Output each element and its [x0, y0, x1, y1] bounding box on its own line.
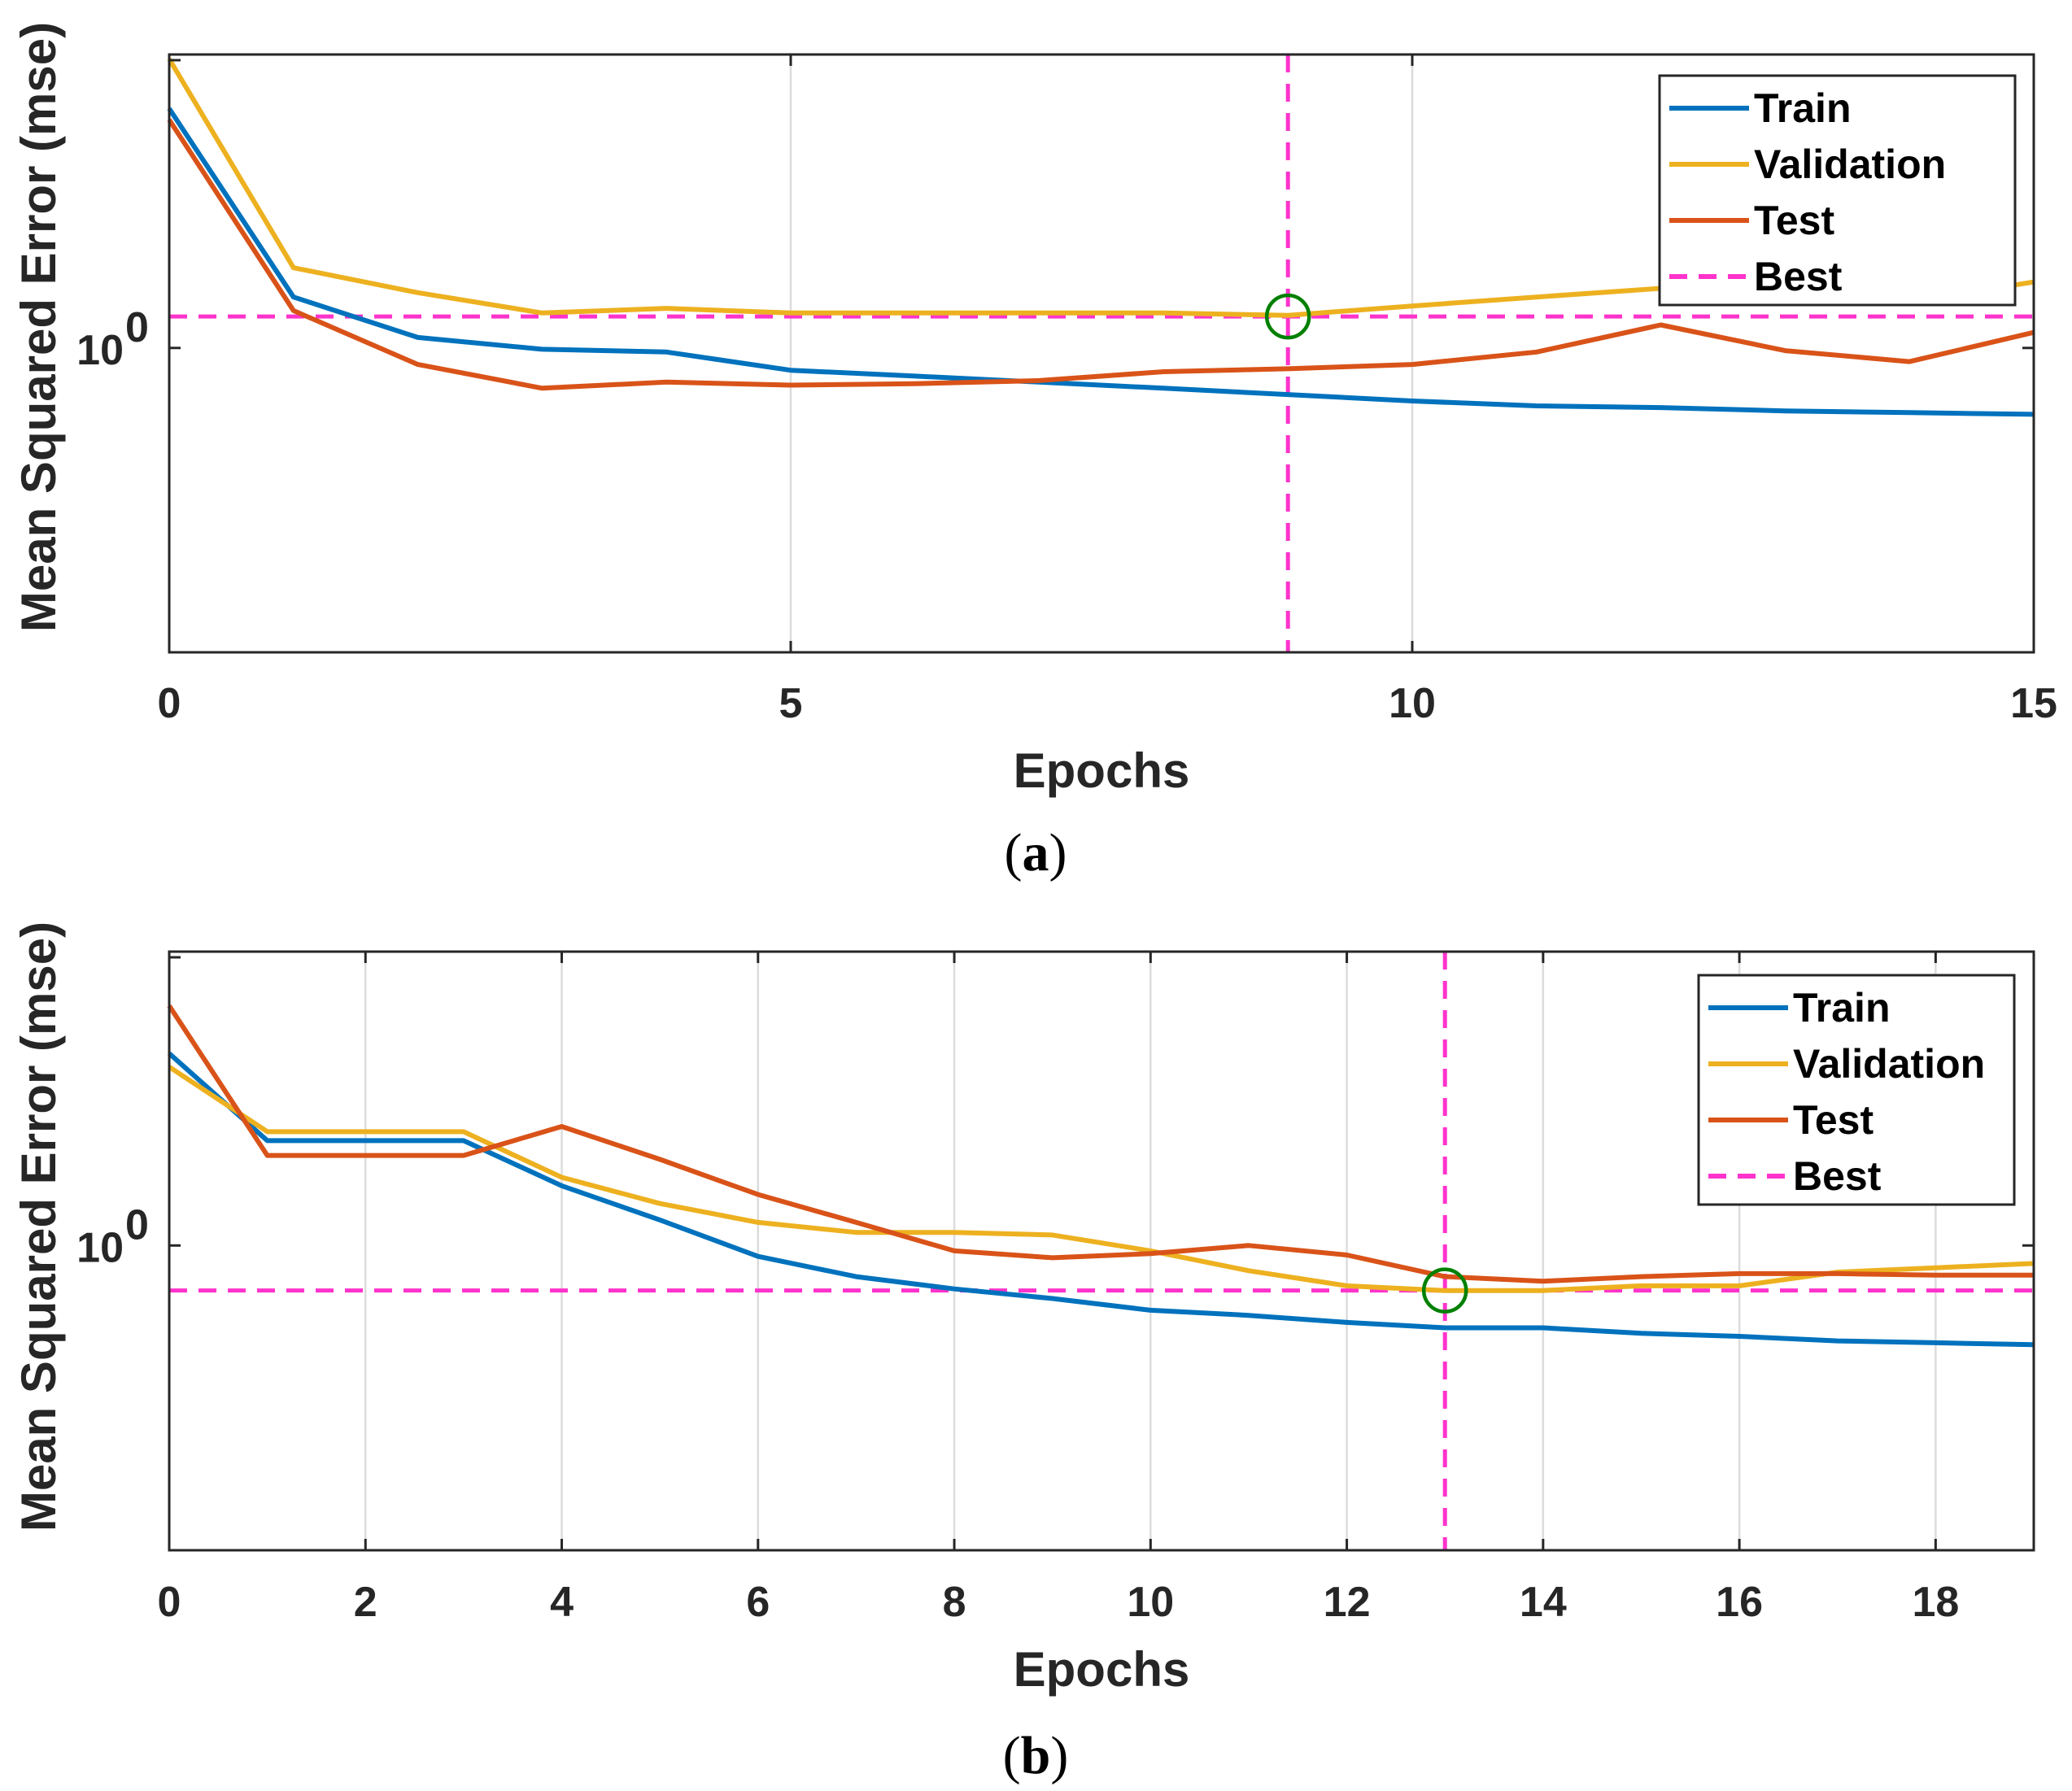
- y-tick-label: 10 0: [76, 1201, 149, 1271]
- axes-box: [168, 53, 2035, 654]
- caption-close-paren: ): [1049, 823, 1067, 882]
- y-axis-title: Mean Squared Error (mse): [11, 22, 66, 632]
- caption-letter: a: [1023, 823, 1049, 882]
- y-axis-title: Mean Squared Error (mse): [11, 922, 66, 1532]
- x-tick-label: 10: [1389, 680, 1436, 727]
- x-tick-label: 4: [550, 1579, 574, 1626]
- series-line-validation: [168, 1065, 2035, 1293]
- series-line-test: [167, 1004, 2034, 1284]
- x-tick-label: 8: [943, 1579, 966, 1626]
- y-tick-label-base: 10: [76, 1224, 124, 1271]
- best-marker: [1421, 1267, 1468, 1314]
- x-tick-label: 18: [1912, 1579, 1959, 1626]
- y-tick-label-base: 10: [76, 327, 124, 374]
- legend-label-best: Best: [1754, 254, 1843, 299]
- x-tick-label: 14: [1520, 1579, 1567, 1626]
- series-line-train: [167, 107, 2035, 417]
- caption-open-paren: (: [1005, 823, 1023, 882]
- caption-letter: b: [1021, 1726, 1051, 1785]
- legend: Train Validation Test Best: [1658, 74, 2017, 307]
- legend-label-train: Train: [1754, 85, 1851, 131]
- x-tick-label: 6: [746, 1579, 770, 1626]
- x-tick-label: 5: [779, 680, 803, 727]
- legend-label-test: Test: [1793, 1097, 1874, 1143]
- y-tick-label: 10 0: [76, 304, 149, 374]
- series-line-test: [167, 118, 2035, 391]
- x-tick-label: 0: [158, 1579, 181, 1626]
- legend: Train Validation Test Best: [1697, 974, 2016, 1206]
- axes-box: [168, 950, 2035, 1552]
- best-marker: [1264, 293, 1311, 340]
- x-tick-label: 15: [2010, 680, 2057, 727]
- legend-label-train: Train: [1793, 985, 1890, 1031]
- x-tick-label: 10: [1127, 1579, 1174, 1626]
- caption-close-paren: ): [1050, 1726, 1068, 1785]
- x-axis-title: Epochs: [1014, 1642, 1190, 1697]
- caption-open-paren: (: [1003, 1726, 1021, 1785]
- x-tick-label: 0: [158, 680, 181, 727]
- legend-label-validation: Validation: [1793, 1041, 1985, 1087]
- x-tick-label: 2: [354, 1579, 377, 1626]
- legend-box: [1697, 974, 2016, 1206]
- y-tick-label-exponent: 0: [125, 1201, 149, 1248]
- x-axis-title: Epochs: [1014, 743, 1190, 798]
- x-tick-label: 12: [1324, 1579, 1371, 1626]
- legend-label-best: Best: [1793, 1153, 1882, 1199]
- panel-caption: (b): [1003, 1726, 1069, 1785]
- legend-label-test: Test: [1754, 198, 1834, 243]
- y-tick-label-exponent: 0: [125, 304, 149, 351]
- legend-box: [1658, 74, 2017, 307]
- panel-caption: (a): [1005, 823, 1067, 882]
- legend-label-validation: Validation: [1754, 142, 1946, 187]
- x-tick-label: 16: [1716, 1579, 1763, 1626]
